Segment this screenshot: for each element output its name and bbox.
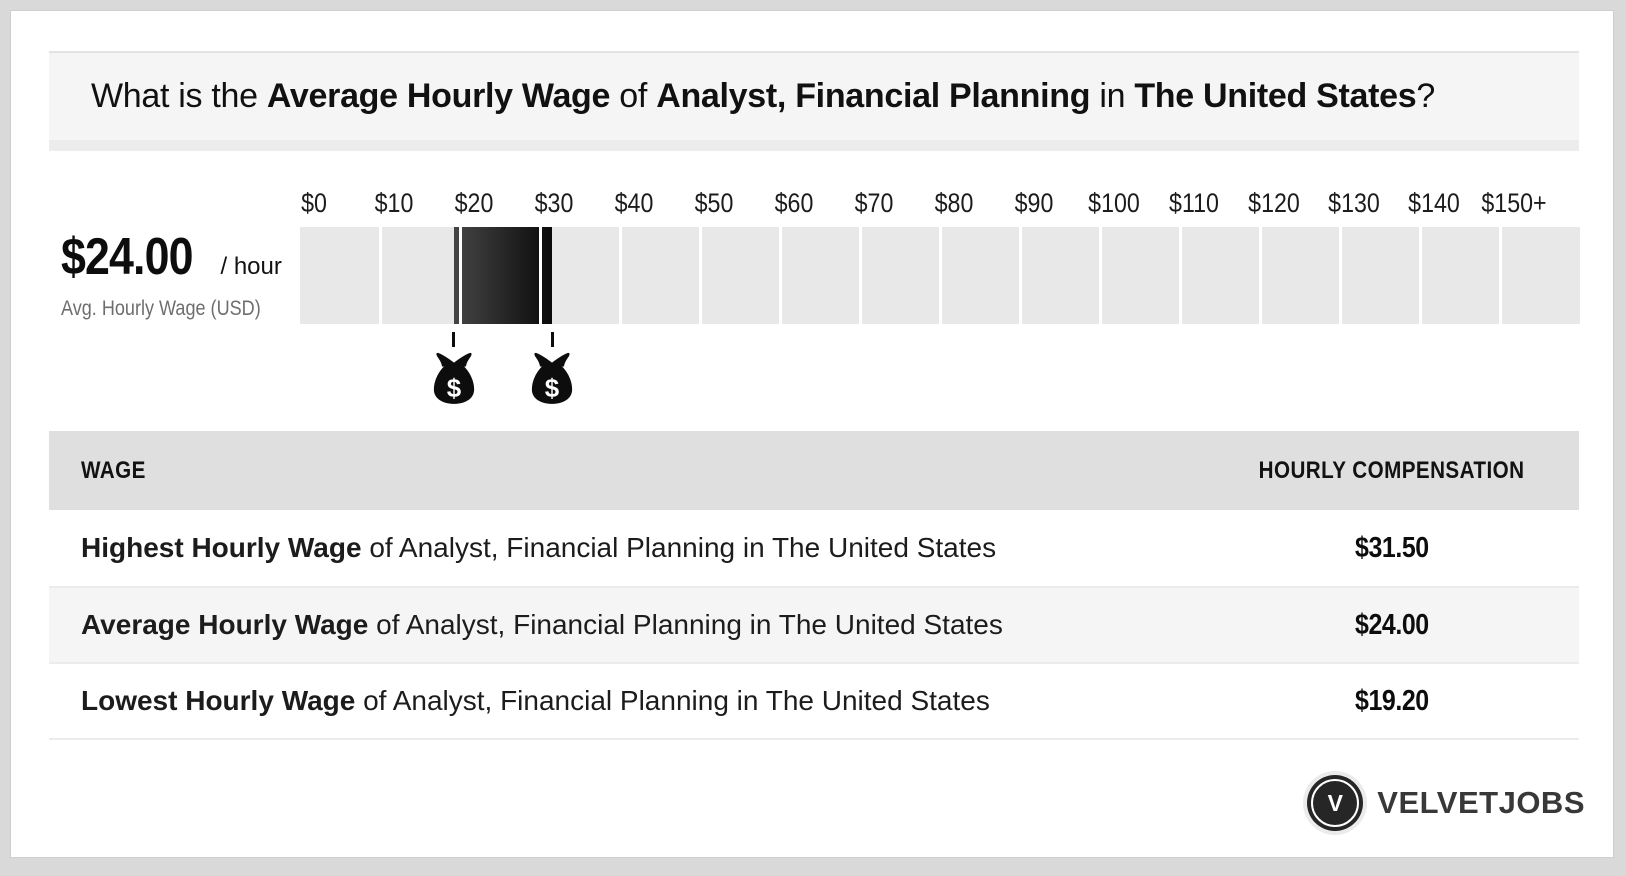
wage-amount-row: $24.00 / hour [61, 227, 301, 287]
table-row: Lowest Hourly Wage of Analyst, Financial… [49, 662, 1579, 738]
wage-table-body: Highest Hourly Wage of Analyst, Financia… [49, 510, 1579, 740]
axis-tick-label: $10 [374, 188, 414, 218]
segment-divider [1178, 227, 1182, 324]
row-label: Highest Hourly Wage of Analyst, Financia… [81, 532, 997, 563]
money-bag-icon: $ [433, 352, 474, 404]
title-box: What is the Average Hourly Wage of Analy… [49, 51, 1579, 151]
title-emphasis: The United States [1134, 77, 1417, 115]
title-text: in [1090, 77, 1135, 115]
wage-table: WAGE HOURLY COMPENSATION Highest Hourly … [49, 431, 1579, 740]
row-value: $24.00 [1354, 608, 1429, 641]
money-bag-icon: $ [531, 352, 573, 404]
axis-tick-label: $90 [1014, 188, 1054, 218]
segment-divider [778, 227, 782, 324]
svg-text:$: $ [446, 375, 461, 403]
row-label: Lowest Hourly Wage of Analyst, Financial… [81, 685, 990, 716]
axis-tick-label: $60 [774, 188, 814, 218]
axis-tick-label: $130 [1328, 188, 1380, 218]
segment-divider [538, 227, 542, 324]
axis-tick-label: $80 [934, 188, 974, 218]
table-row: Highest Hourly Wage of Analyst, Financia… [49, 510, 1579, 586]
svg-text:$: $ [545, 375, 560, 403]
segment-divider [1018, 227, 1022, 324]
marker-dash [452, 332, 456, 347]
row-value: $31.50 [1354, 531, 1429, 564]
title-text: ? [1416, 77, 1436, 115]
segment-divider [1418, 227, 1422, 324]
axis-tick-label: $110 [1169, 188, 1219, 218]
title-text: of [610, 77, 657, 115]
segment-divider [618, 227, 622, 324]
axis-tick-label: $20 [454, 188, 494, 218]
axis-tick-label: $40 [614, 188, 654, 218]
page-title: What is the Average Hourly Wage of Analy… [91, 77, 1435, 116]
header-cell-hourly-compensation: HOURLY COMPENSATION [1258, 456, 1525, 484]
segment-divider [1258, 227, 1262, 324]
wage-amount-unit: / hour [220, 253, 282, 280]
brand-name: VELVETJOBS [1377, 785, 1585, 820]
segment-divider [938, 227, 942, 324]
axis-tick-label: $0 [301, 188, 327, 218]
title-text: What is the [91, 77, 267, 115]
brand-logo: V VELVETJOBS [1307, 771, 1585, 835]
segment-divider [1498, 227, 1502, 324]
table-row: Average Hourly Wage of Analyst, Financia… [49, 586, 1579, 662]
segment-divider [458, 227, 462, 324]
axis-ticks: $0 $10 $20 $30 $40 $50 $60 $70 $80 $90 $100 $110 $12… [300, 177, 1580, 227]
segment-divider [1098, 227, 1102, 324]
wage-range-overlay [453, 227, 552, 324]
title-emphasis: Analyst, Financial Planning [656, 77, 1091, 115]
wage-amount-caption: Avg. Hourly Wage (USD) [61, 297, 261, 320]
segment-divider [858, 227, 862, 324]
header-cell-wage: WAGE [81, 456, 146, 484]
wage-table-header: WAGE HOURLY COMPENSATION [49, 431, 1579, 510]
axis-tick-label: $150+ [1481, 188, 1547, 218]
title-emphasis: Average Hourly Wage [266, 77, 611, 115]
wage-scale-chart: $0 $10 $20 $30 $40 $50 $60 $70 $80 $90 $100 $110 $12… [300, 177, 1580, 404]
wage-marker: $ [431, 324, 477, 404]
axis-tick-label: $30 [534, 188, 574, 218]
axis-tick-label: $140 [1408, 188, 1460, 218]
axis-tick-label: $50 [694, 188, 734, 218]
row-label: Average Hourly Wage of Analyst, Financia… [81, 609, 1003, 640]
brand-logo-icon: V [1307, 775, 1364, 831]
segment-divider [698, 227, 702, 324]
wage-track: $ $ [300, 227, 1580, 404]
wage-marker: $ [529, 324, 575, 404]
marker-dash [550, 332, 554, 347]
segment-divider [378, 227, 382, 324]
axis-tick-label: $120 [1248, 188, 1300, 218]
axis-tick-label: $70 [854, 188, 894, 218]
content-card: What is the Average Hourly Wage of Analy… [10, 10, 1614, 858]
row-value: $19.20 [1354, 684, 1429, 717]
wage-summary: $24.00 / hour Avg. Hourly Wage (USD) [61, 227, 301, 321]
brand-initial: V [1327, 789, 1343, 816]
wage-amount: $24.00 [61, 228, 193, 286]
axis-tick-label: $100 [1088, 188, 1140, 218]
segment-divider [1338, 227, 1342, 324]
